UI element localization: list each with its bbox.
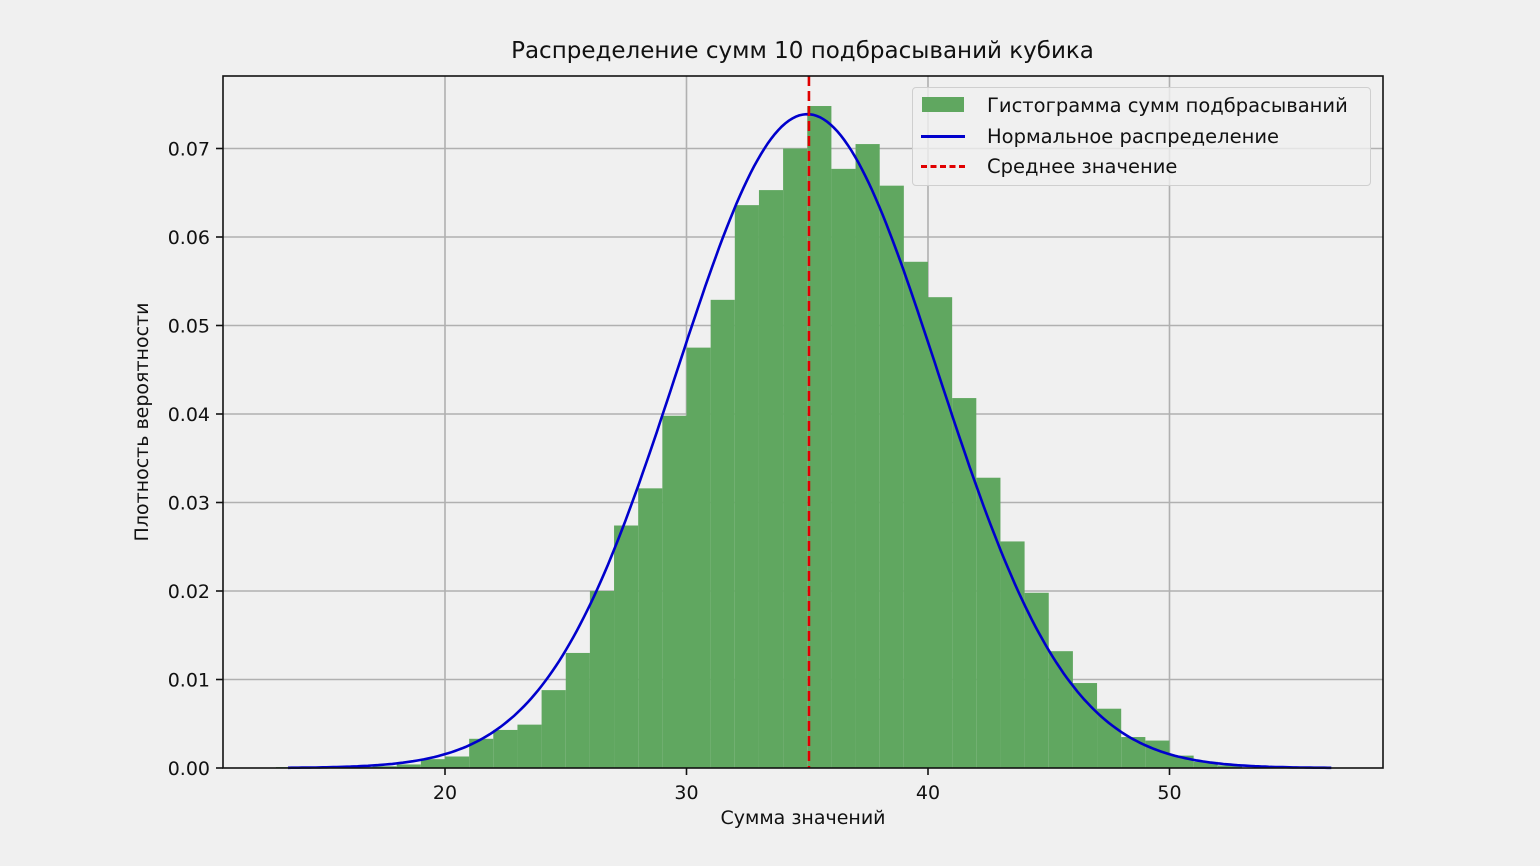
y-tick-label: 0.04 <box>168 404 210 426</box>
x-tick-label: 50 <box>1157 782 1181 804</box>
x-tick-label: 30 <box>674 782 698 804</box>
legend-item-histogram: Гистограмма сумм подбрасываний <box>921 91 1348 119</box>
line-swatch-icon <box>921 122 965 150</box>
chart-title: Распределение сумм 10 подбрасываний куби… <box>511 38 1094 64</box>
y-tick-label: 0.06 <box>168 227 210 249</box>
y-axis-ticks: 0.00 0.01 0.02 0.03 0.04 0.05 0.06 0.07 <box>168 139 223 780</box>
legend-label: Гистограмма сумм подбрасываний <box>987 93 1348 117</box>
x-axis-label: Сумма значений <box>720 807 886 829</box>
y-tick-label: 0.02 <box>168 581 210 603</box>
y-tick-label: 0.03 <box>168 493 210 515</box>
dashed-line-swatch-icon <box>921 152 965 180</box>
y-tick-label: 0.01 <box>168 670 210 692</box>
legend: Гистограмма сумм подбрасываний Нормально… <box>912 87 1371 186</box>
y-axis-label: Плотность вероятности <box>131 302 153 542</box>
legend-label: Среднее значение <box>987 154 1178 178</box>
legend-item-mean: Среднее значение <box>921 152 1177 180</box>
bar-swatch-icon <box>921 91 965 119</box>
y-tick-label: 0.07 <box>168 139 210 161</box>
x-tick-label: 40 <box>916 782 940 804</box>
legend-label: Нормальное распределение <box>987 124 1279 148</box>
legend-item-normal: Нормальное распределение <box>921 122 1279 150</box>
y-tick-label: 0.05 <box>168 316 210 338</box>
y-tick-label: 0.00 <box>168 758 210 780</box>
axes-frame <box>222 75 1384 769</box>
x-tick-label: 20 <box>433 782 457 804</box>
x-axis-ticks: 20 30 40 50 <box>433 768 1182 804</box>
